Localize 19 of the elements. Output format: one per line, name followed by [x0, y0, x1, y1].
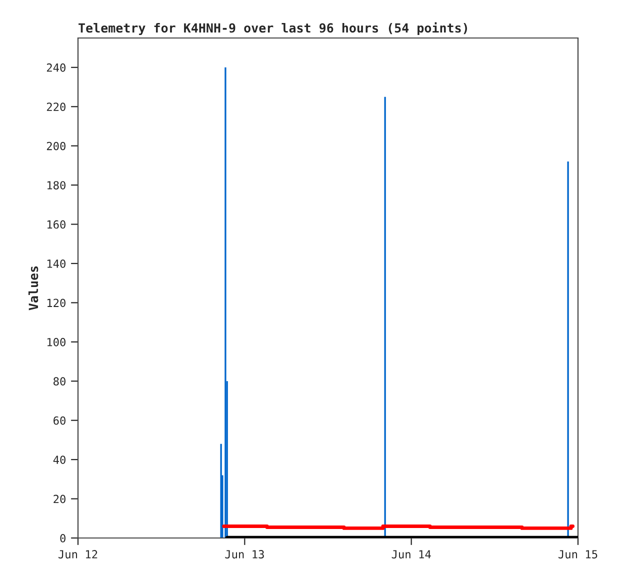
chart-title: Telemetry for K4HNH-9 over last 96 hours (54 points) — [78, 22, 467, 36]
y-tick-label: 200 — [46, 142, 66, 150]
y-axis-title: Values — [28, 266, 38, 310]
y-tick-label: 160 — [47, 220, 66, 229]
y-tick-label: 60 — [54, 416, 66, 425]
x-tick-label: Jun 12 — [58, 550, 98, 558]
y-tick-label: 140 — [47, 259, 66, 268]
y-tick-label: 100 — [47, 338, 66, 346]
x-tick-label: Jun 15 — [558, 550, 598, 558]
y-tick-label: 240 — [46, 63, 66, 72]
x-tick-label: Jun 14 — [392, 550, 431, 558]
x-tick-label: Jun 13 — [225, 550, 264, 558]
y-tick-label: 0 — [60, 534, 66, 542]
y-tick-label: 80 — [54, 377, 66, 386]
y-tick-label: 220 — [46, 102, 66, 112]
y-tick-label: 180 — [47, 181, 66, 190]
y-tick-label: 40 — [53, 456, 66, 464]
y-tick-label: 20 — [54, 494, 66, 504]
y-tick-label: 120 — [47, 298, 66, 308]
